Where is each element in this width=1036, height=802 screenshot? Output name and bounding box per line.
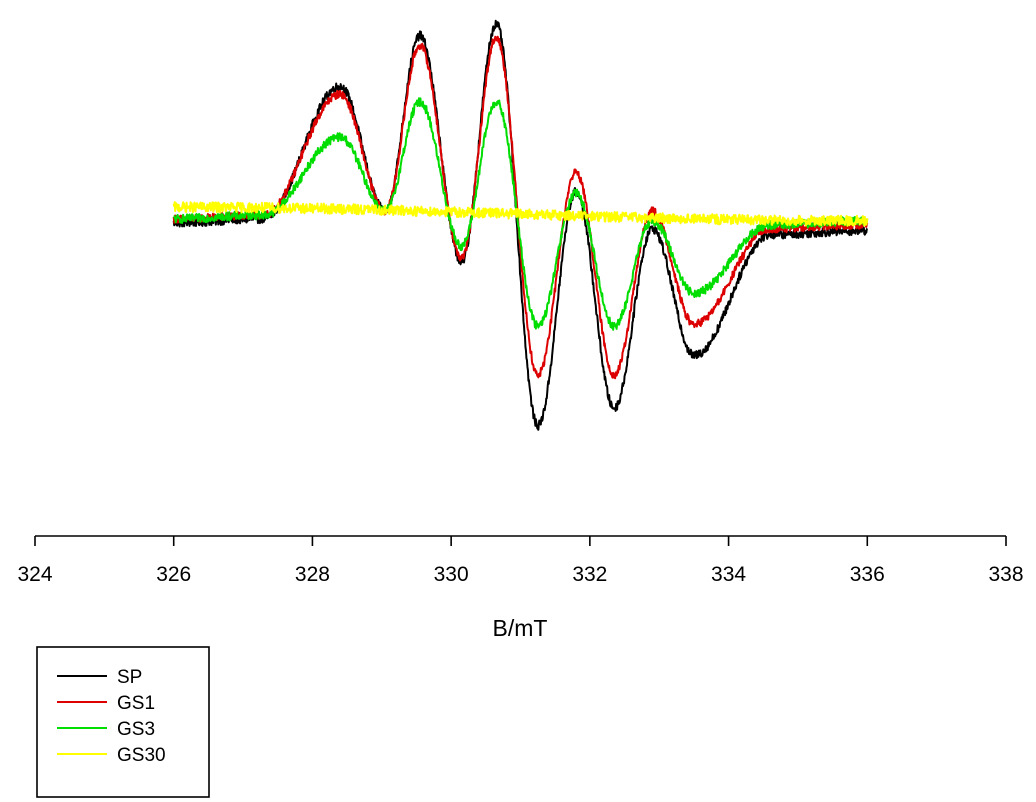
x-ticks: 324 326 328 330 332 334 336 338 <box>17 536 1024 586</box>
x-tick-label: 330 <box>434 563 469 586</box>
series-line-gs1 <box>172 35 869 380</box>
x-axis: 324 326 328 330 332 334 336 338 <box>17 535 1024 586</box>
x-tick-label: 328 <box>295 563 330 586</box>
x-axis-title: B/mT <box>493 615 548 641</box>
legend-label-gs30: GS30 <box>117 745 166 766</box>
x-tick-label: 336 <box>850 563 885 586</box>
legend-label-gs3: GS3 <box>117 719 155 740</box>
x-tick-label: 326 <box>156 563 191 586</box>
series-layer <box>172 19 869 431</box>
legend-label-gs1: GS1 <box>117 693 155 714</box>
legend-label-sp: SP <box>117 667 142 688</box>
legend: SP GS1 GS3 GS30 <box>36 646 210 798</box>
series-line-sp <box>172 19 869 431</box>
x-tick-label: 334 <box>711 563 746 586</box>
x-tick-label: 324 <box>17 563 52 586</box>
legend-box <box>36 646 210 798</box>
series-line-gs3 <box>173 97 869 331</box>
x-tick-label: 332 <box>572 563 607 586</box>
legend-items: SP GS1 GS3 GS30 <box>57 667 166 766</box>
x-tick-label: 338 <box>988 563 1023 586</box>
series-line-gs30 <box>172 201 869 227</box>
